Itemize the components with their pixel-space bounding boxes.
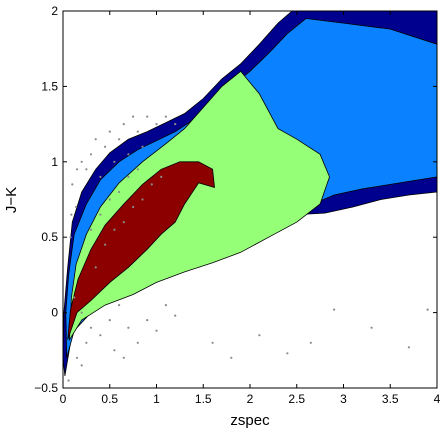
- scatter-point: [94, 138, 97, 141]
- y-tick-label: 0: [51, 306, 58, 320]
- scatter-point: [75, 356, 79, 359]
- scatter-point: [174, 123, 177, 126]
- scatter-point: [94, 266, 97, 269]
- y-tick-label: −0.5: [34, 381, 58, 395]
- scatter-point: [89, 228, 93, 231]
- scatter-point: [113, 349, 116, 352]
- contour-level-2: [69, 70, 330, 342]
- scatter-point: [141, 145, 144, 148]
- scatter-point: [89, 153, 93, 156]
- scatter-point: [141, 198, 144, 201]
- x-tick-label: 4: [434, 392, 441, 406]
- scatter-point: [127, 175, 130, 178]
- scatter-point: [80, 160, 83, 163]
- scatter-point: [108, 198, 111, 201]
- scatter-point: [69, 236, 72, 239]
- x-tick-label: 0.5: [101, 392, 118, 406]
- y-axis: −0.5 0 0.5 1 1.5 2: [34, 4, 437, 395]
- scatter-point: [426, 308, 429, 311]
- scatter-point: [71, 183, 74, 186]
- scatter-point: [73, 296, 76, 299]
- y-axis-label: J−K: [3, 187, 20, 213]
- scatter-point: [122, 221, 125, 224]
- y-tick-label: 0.5: [41, 230, 58, 244]
- y-tick-label: 1: [51, 155, 58, 169]
- scatter-point: [67, 379, 70, 382]
- scatter-point: [150, 183, 153, 186]
- scatter-point: [75, 168, 79, 171]
- scatter-point: [85, 341, 88, 344]
- x-tick-label: 2.5: [288, 392, 305, 406]
- x-tick-label: 0: [60, 392, 67, 406]
- scatter-point: [104, 243, 107, 246]
- scatter-point: [127, 326, 130, 329]
- scatter-point: [164, 304, 167, 307]
- scatter-point: [132, 205, 135, 209]
- scatter-point: [407, 346, 410, 349]
- scatter-point: [370, 326, 373, 329]
- scatter-points: [67, 115, 429, 382]
- scatter-point: [99, 175, 102, 178]
- scatter-point: [89, 326, 93, 329]
- scatter-point: [136, 130, 139, 133]
- x-tick-label: 3: [340, 392, 347, 406]
- scatter-point: [118, 190, 121, 194]
- x-tick-label: 2: [247, 392, 254, 406]
- scatter-point: [211, 341, 214, 344]
- x-axis-label: zspec: [230, 412, 270, 429]
- contour-layers: [63, 11, 437, 376]
- scatter-point: [132, 115, 135, 118]
- scatter-point: [118, 304, 121, 307]
- scatter-point: [164, 115, 167, 118]
- x-tick-label: 1.5: [195, 392, 212, 406]
- x-tick-label: 3.5: [382, 392, 399, 406]
- scatter-point: [146, 319, 149, 322]
- scatter-point: [122, 123, 125, 126]
- scatter-point: [155, 123, 158, 126]
- scatter-point: [160, 175, 163, 178]
- scatter-point: [136, 168, 139, 171]
- scatter-point: [136, 341, 139, 344]
- scatter-point: [146, 115, 149, 118]
- scatter-point: [118, 138, 121, 141]
- scatter-point: [122, 356, 125, 359]
- scatter-point: [99, 334, 102, 337]
- scatter-point: [286, 352, 289, 355]
- scatter-point: [155, 329, 158, 332]
- scatter-point: [104, 145, 107, 148]
- scatter-point: [70, 213, 73, 216]
- x-axis: 0 0.5 1 1.5 2 2.5 3 3.5 4: [60, 11, 441, 406]
- scatter-point: [80, 311, 83, 314]
- x-tick-label: 1: [153, 392, 160, 406]
- scatter-point: [108, 319, 111, 322]
- scatter-point: [258, 334, 261, 337]
- scatter-point: [333, 308, 336, 311]
- scatter-point: [113, 160, 116, 163]
- y-tick-label: 1.5: [41, 79, 58, 93]
- scatter-point: [108, 130, 111, 133]
- scatter-point: [85, 168, 88, 171]
- scatter-point: [75, 205, 78, 209]
- scatter-point: [309, 341, 312, 344]
- y-tick-label: 2: [51, 4, 58, 18]
- scatter-point: [230, 356, 233, 359]
- scatter-point: [113, 228, 116, 231]
- contour-level-3: [67, 161, 215, 340]
- scatter-point: [99, 213, 102, 216]
- scatter-point: [174, 314, 177, 317]
- scatter-point: [127, 153, 130, 156]
- scatter-point: [80, 364, 83, 367]
